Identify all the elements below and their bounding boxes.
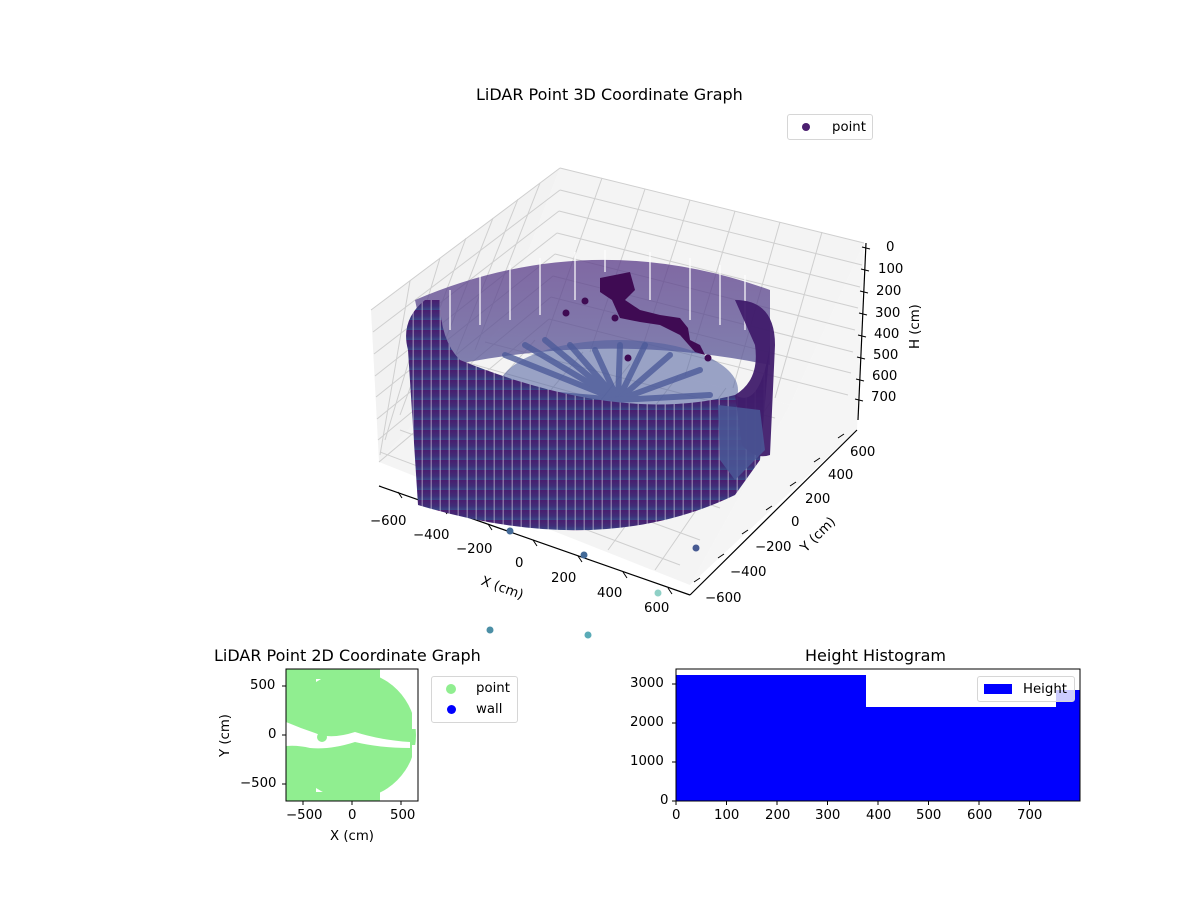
plot2d-ytick: 0 [268, 727, 277, 742]
plot3d-xtick: 0 [515, 556, 524, 571]
plot3d-title: LiDAR Point 3D Coordinate Graph [476, 85, 743, 104]
hist-xtick: 600 [967, 808, 993, 823]
plot3d-legend: point [787, 114, 873, 140]
hist-bars [676, 675, 1080, 801]
plot3d-ztick: 600 [872, 369, 898, 384]
hist-xtick: 300 [815, 808, 841, 823]
plot3d-ztick: 200 [876, 284, 902, 299]
plot2d-title: LiDAR Point 2D Coordinate Graph [214, 646, 481, 665]
plot3d-ztick: 700 [871, 390, 897, 405]
plot2d-xtick: 500 [390, 808, 416, 823]
legend-label: wall [476, 702, 503, 717]
plot3d-xtick: 200 [551, 571, 577, 586]
plot3d-xtick: −400 [413, 528, 450, 543]
plot3d-ytick: −600 [705, 591, 742, 606]
hist-ytick: 0 [660, 793, 669, 808]
hist-xtick: 700 [1017, 808, 1043, 823]
hist-title: Height Histogram [805, 646, 946, 665]
hist-xtick: 0 [672, 808, 681, 823]
plot2d-data [286, 669, 418, 801]
plot3d-ytick: −200 [755, 540, 792, 555]
plot3d-ytick: 600 [850, 445, 876, 460]
plot3d-ytick: 400 [828, 468, 854, 483]
plot2d-legend: point wall [431, 676, 518, 723]
hist-ytick: 1000 [630, 754, 664, 769]
plot2d-ytick: −500 [240, 776, 277, 791]
plot3d-xtick: −600 [370, 514, 407, 529]
legend-label: point [476, 681, 510, 696]
hist-legend: Height [977, 676, 1075, 702]
hist-xtick: 200 [765, 808, 791, 823]
plot2d-xtick: −500 [286, 808, 323, 823]
plot3d-ytick: 0 [791, 515, 800, 530]
plot3d-ztick: 400 [874, 327, 900, 342]
hist-xtick: 100 [714, 808, 740, 823]
plot2d-xlabel: X (cm) [330, 829, 374, 844]
plot3d-ztick: 300 [875, 306, 901, 321]
legend-marker-icon [446, 683, 456, 694]
hist-xtick: 400 [866, 808, 892, 823]
hist-xtick: 500 [916, 808, 942, 823]
plot3d-ztick: 100 [878, 262, 904, 277]
plot2d-ytick: 500 [250, 678, 276, 693]
plot2d-xtick: 0 [348, 808, 357, 823]
legend-label: point [832, 119, 866, 135]
legend-label: Height [1023, 681, 1067, 697]
plot3d-pane-right [690, 243, 864, 585]
plot3d-ztick: 500 [873, 348, 899, 363]
hist-ytick: 2000 [630, 715, 664, 730]
plot3d-data [406, 250, 775, 639]
hist-ytick: 3000 [630, 676, 664, 691]
plot3d-xtick: 400 [597, 586, 623, 601]
plot3d-ytick: 200 [805, 492, 831, 507]
legend-patch-icon [984, 684, 1012, 694]
plot3d-ytick: −400 [730, 565, 767, 580]
legend-marker-icon [447, 705, 456, 714]
legend-marker-icon [802, 123, 810, 131]
plot3d-xtick: 600 [644, 601, 670, 616]
plot3d-xtick: −200 [456, 542, 493, 557]
plot3d-ztick: 0 [886, 240, 895, 255]
